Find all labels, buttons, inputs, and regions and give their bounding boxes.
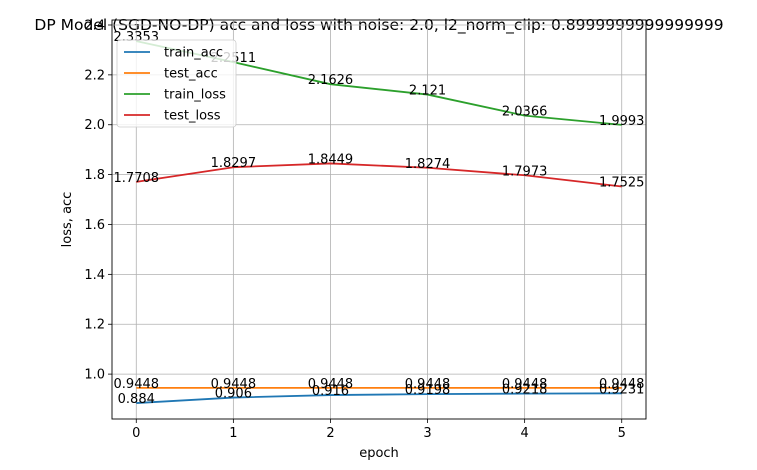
legend-label-train_acc: train_acc <box>164 46 223 61</box>
data-label-train_acc: 0.884 <box>118 392 155 407</box>
data-label-test_loss: 1.7708 <box>114 171 160 186</box>
data-label-test_loss: 1.7973 <box>502 164 548 179</box>
data-label-train_acc: 0.9231 <box>599 382 645 397</box>
data-label-test_loss: 1.8449 <box>308 152 354 167</box>
x-tick-label: 0 <box>132 426 140 441</box>
x-axis-label: epoch <box>359 446 399 461</box>
data-label-train_loss: 2.0366 <box>502 105 548 120</box>
legend-box <box>116 39 237 128</box>
legend-label-test_loss: test_loss <box>164 109 221 124</box>
data-label-train_loss: 2.1626 <box>308 73 354 88</box>
legend-label-train_loss: train_loss <box>164 88 226 103</box>
y-tick-label: 2.4 <box>84 18 105 33</box>
data-label-test_acc: 0.9448 <box>405 377 451 392</box>
legend: train_acc test_acc train_loss test_loss <box>116 39 237 128</box>
data-label-train_acc: 0.916 <box>312 384 349 399</box>
data-label-train_acc: 0.9218 <box>502 383 548 398</box>
series-line-train_acc <box>136 392 622 404</box>
x-tick-label: 5 <box>618 426 626 441</box>
data-label-test_loss: 1.8297 <box>211 156 257 171</box>
data-label-train_acc: 0.9198 <box>405 383 451 398</box>
x-axis-ticks: 0 1 2 3 4 5 <box>132 419 626 441</box>
x-tick-label: 1 <box>229 426 237 441</box>
x-tick-label: 2 <box>326 426 334 441</box>
x-tick-label: 4 <box>520 426 528 441</box>
y-axis-ticks: 1.0 1.2 1.4 1.6 1.8 2.0 2.2 2.4 <box>84 18 112 383</box>
y-tick-label: 1.4 <box>84 268 105 283</box>
series-line-test_loss <box>136 162 622 188</box>
legend-label-test_acc: test_acc <box>164 67 218 82</box>
y-tick-label: 2.0 <box>84 118 105 133</box>
y-axis-label: loss, acc <box>60 192 75 248</box>
data-label-train_loss: 1.9993 <box>599 114 645 129</box>
data-label-test_acc: 0.9448 <box>599 377 645 392</box>
y-tick-label: 1.2 <box>84 318 105 333</box>
data-label-test_loss: 1.7525 <box>599 175 645 190</box>
y-tick-label: 1.0 <box>84 368 105 383</box>
chart-title: DP Model (SGD-NO-DP) acc and loss with n… <box>34 16 723 35</box>
y-tick-label: 1.8 <box>84 168 105 183</box>
y-tick-label: 1.6 <box>84 218 105 233</box>
data-label-test_loss: 1.8274 <box>405 157 451 172</box>
x-tick-label: 3 <box>423 426 431 441</box>
plot-frame <box>111 19 647 420</box>
data-label-train_loss: 2.121 <box>409 84 446 99</box>
data-label-train_acc: 0.906 <box>215 387 252 402</box>
data-label-test_acc: 0.9448 <box>211 377 257 392</box>
data-label-test_acc: 0.9448 <box>308 377 354 392</box>
y-tick-label: 2.2 <box>84 68 105 83</box>
data-label-test_acc: 0.9448 <box>114 377 160 392</box>
data-label-test_acc: 0.9448 <box>502 377 548 392</box>
